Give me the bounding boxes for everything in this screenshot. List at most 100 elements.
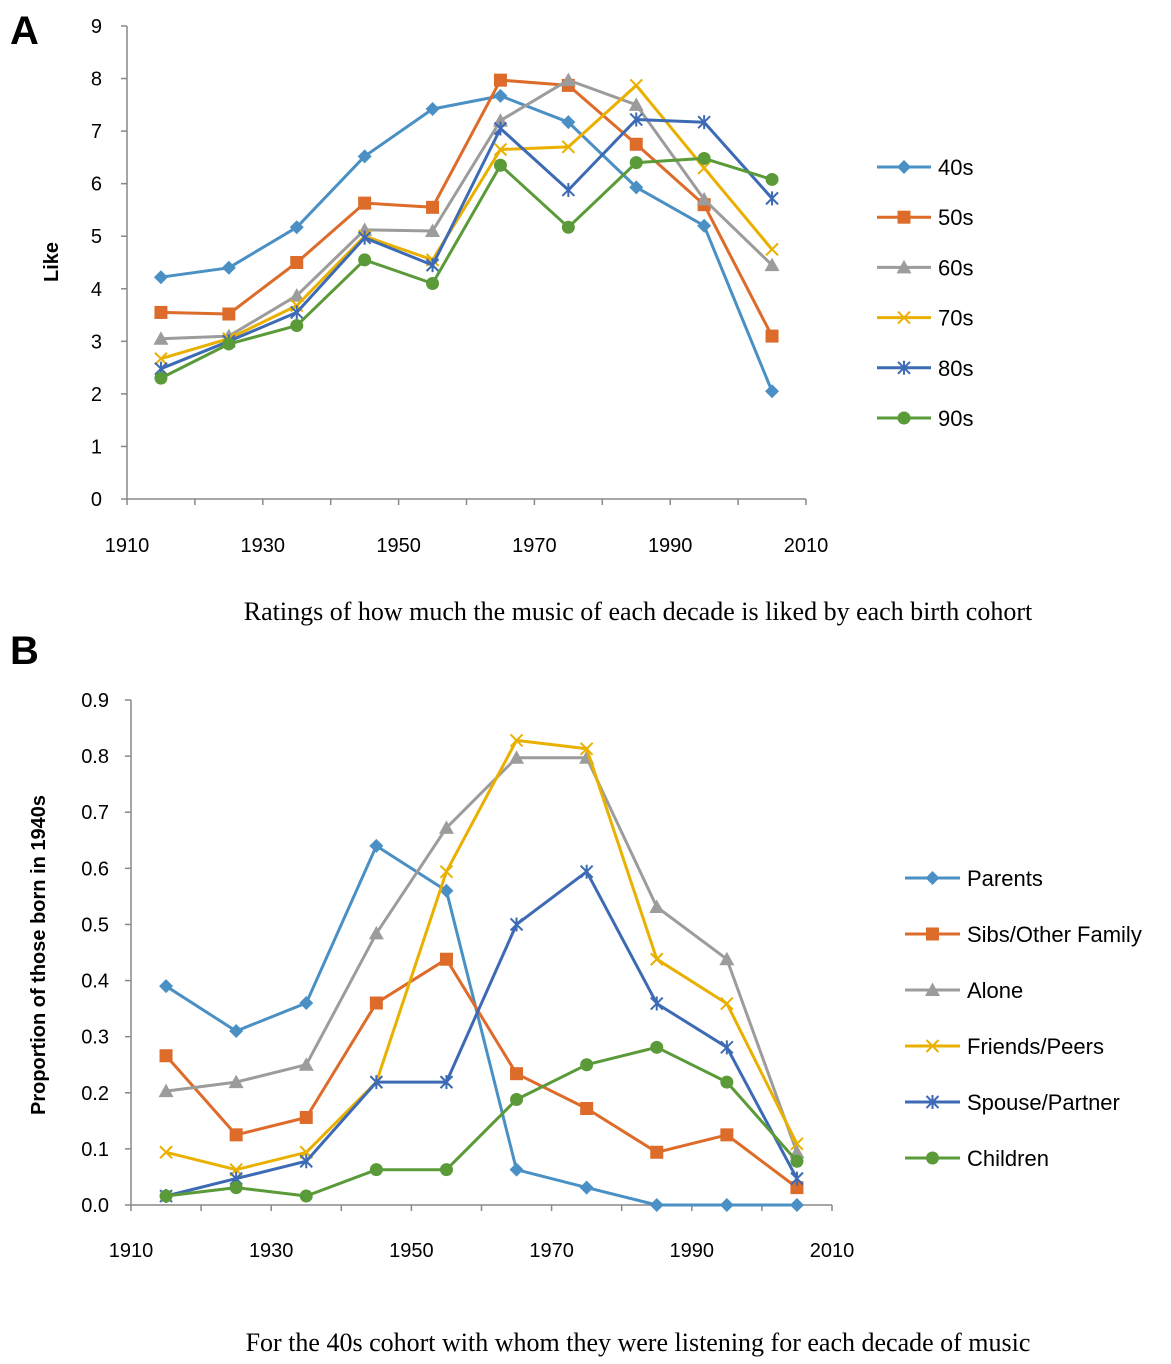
panel-a-legend-marker xyxy=(897,210,911,224)
panel-a-y-tick-label: 7 xyxy=(91,121,102,143)
panel-a-y-tick-label: 5 xyxy=(91,226,102,248)
panel-b-x-tick-label: 1990 xyxy=(670,1240,715,1262)
panel-b-data-point xyxy=(439,952,453,966)
panel-b-data-point xyxy=(650,952,664,966)
panel-a-data-point xyxy=(289,220,304,235)
panel-b-y-tick-label: 0.8 xyxy=(81,746,109,768)
panel-b-data-point xyxy=(159,1049,173,1063)
panel-b-chart: B Proportion of those born in 1940s 0.00… xyxy=(10,629,1142,1357)
panel-b-data-point xyxy=(509,1162,524,1177)
panel-a-legend-label: 40s xyxy=(938,155,973,180)
panel-a-data-point xyxy=(425,102,440,117)
panel-a-data-point xyxy=(357,149,372,164)
panel-b-legend-marker xyxy=(926,1151,939,1165)
panel-a-x-tick-label: 1950 xyxy=(376,535,421,557)
panel-b-x-ticks: 1910 1930 1950 1970 1990 2010 xyxy=(109,1205,855,1262)
panel-b-data-point xyxy=(369,1075,384,1090)
panel-b-legend-label: Parents xyxy=(967,866,1043,891)
panel-a-data-point xyxy=(358,253,372,267)
panel-a-legend-marker xyxy=(896,259,912,274)
panel-a-data-point xyxy=(764,257,780,272)
panel-a-legend-marker xyxy=(897,360,911,375)
panel-b-data-point xyxy=(650,996,664,1011)
panel-a-y-axis-title: Like xyxy=(41,242,63,282)
panel-b-y-tick-label: 0.4 xyxy=(81,971,109,993)
panel-a-legend-item: 70s xyxy=(877,306,973,331)
panel-a-data-point xyxy=(765,191,779,206)
panel-a-data-point xyxy=(222,337,236,351)
panel-b-x-tick-label: 1950 xyxy=(389,1240,434,1262)
panel-a-legend: 40s 50s 60s 70s 80s 90s xyxy=(877,155,973,431)
panel-a-data-point xyxy=(561,220,575,234)
panel-a-y-tick-label: 4 xyxy=(91,279,102,301)
panel-b-legend-marker xyxy=(925,1095,940,1109)
panel-b-legend-marker xyxy=(925,871,940,885)
panel-a-x-tick-label: 1970 xyxy=(512,535,557,557)
panel-a-legend-item: 40s xyxy=(877,155,973,180)
panel-b-y-tick-label: 0.2 xyxy=(81,1083,109,1105)
panel-b-legend-label: Sibs/Other Family xyxy=(967,922,1142,947)
panel-a-data-point xyxy=(629,156,643,170)
panel-b-y-tick-label: 0.1 xyxy=(81,1139,109,1161)
panel-b-data-point xyxy=(650,1145,664,1159)
panel-a-y-tick-label: 1 xyxy=(91,436,102,458)
panel-b-legend-label: Alone xyxy=(967,978,1023,1003)
panel-a-data-point xyxy=(560,72,576,87)
panel-a-data-point xyxy=(629,180,644,195)
panel-a-series-line xyxy=(160,78,774,337)
panel-b-data-point xyxy=(510,1093,524,1107)
panel-b-x-tick-label: 2010 xyxy=(810,1240,855,1262)
panel-a-caption: Ratings of how much the music of each de… xyxy=(244,597,1033,626)
panel-b-y-tick-label: 0.6 xyxy=(81,858,109,880)
panel-b-data-point xyxy=(368,925,384,940)
panel-a-y-tick-label: 9 xyxy=(91,16,102,38)
panel-a-series-line xyxy=(160,78,774,341)
panel-b-series-line xyxy=(164,957,798,1189)
panel-a-data-point xyxy=(561,140,576,154)
panel-b-data-point xyxy=(439,1075,454,1090)
panel-a-x-ticks: 1910 1930 1950 1970 1990 2010 xyxy=(105,499,828,557)
panel-a-data-point xyxy=(561,182,576,197)
panel-a-data-point xyxy=(628,97,644,111)
panel-a-data-point xyxy=(425,258,440,273)
panel-a-data-point xyxy=(358,196,372,210)
panel-b-legend-item: Spouse/Partner xyxy=(905,1090,1120,1115)
panel-b-data-point xyxy=(299,996,314,1010)
panel-a-y-tick-label: 8 xyxy=(91,69,102,91)
panel-a-data-point xyxy=(696,191,712,206)
panel-a-data-point xyxy=(629,78,643,93)
panel-b-data-point xyxy=(579,1180,594,1195)
panel-b-y-tick-label: 0.3 xyxy=(81,1027,109,1049)
panel-b-y-ticks: 0.0 0.1 0.2 0.3 0.4 0.5 0.6 0.7 0.8 0.9 xyxy=(81,690,131,1217)
panel-b-data-point xyxy=(229,1128,243,1142)
panel-a-y-tick-label: 6 xyxy=(91,174,102,196)
panel-a-y-ticks: 0 1 2 3 4 5 6 7 8 9 xyxy=(91,16,127,511)
panel-a-data-point xyxy=(765,242,779,257)
panel-b-caption: For the 40s cohort with whom they were l… xyxy=(246,1328,1031,1357)
panel-b-series-5 xyxy=(159,1040,804,1203)
panel-b-data-point xyxy=(790,1154,804,1168)
panel-a-data-point xyxy=(290,319,304,333)
panel-b-legend-item: Sibs/Other Family xyxy=(905,922,1142,947)
panel-a-data-point xyxy=(629,137,643,151)
panel-a-series-0 xyxy=(153,88,780,399)
panel-a-data-point xyxy=(697,218,712,233)
panel-b-data-point xyxy=(579,864,594,879)
panel-a-data-point xyxy=(153,270,168,285)
panel-b-data-point xyxy=(229,1181,243,1195)
panel-b-legend-label: Spouse/Partner xyxy=(967,1090,1120,1115)
panel-a-data-point xyxy=(493,73,507,87)
panel-b-data-point xyxy=(298,1057,314,1071)
panel-a-data-point xyxy=(222,307,236,321)
panel-b-x-tick-label: 1930 xyxy=(249,1240,294,1262)
panel-a-legend-item: 60s xyxy=(877,255,973,280)
panel-b-data-point xyxy=(720,1040,734,1055)
panel-a-legend-marker xyxy=(897,411,911,425)
panel-a-legend-marker xyxy=(897,160,911,174)
panel-a-data-point xyxy=(357,230,372,245)
panel-b-data-point xyxy=(369,838,384,853)
panel-a-data-point xyxy=(153,331,169,345)
panel-b-legend-marker xyxy=(925,982,940,996)
panel-a-legend-label: 60s xyxy=(938,255,973,280)
